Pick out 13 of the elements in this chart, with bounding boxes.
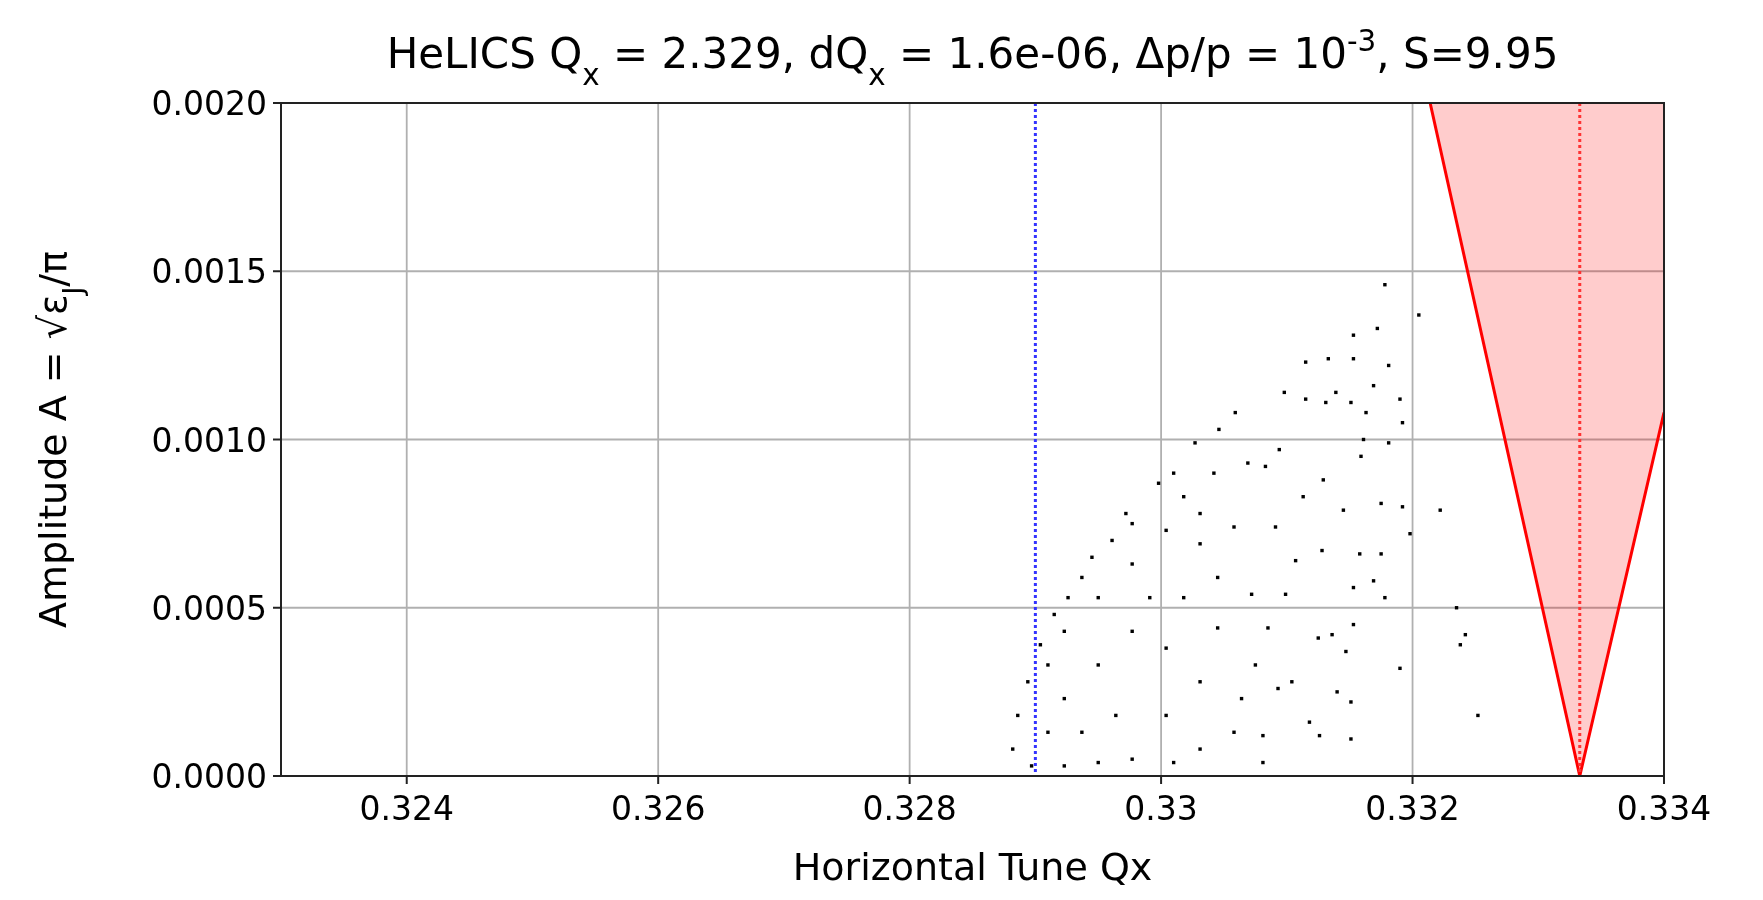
x-tick-label: 0.328: [862, 789, 957, 828]
x-axis-title: Horizontal Tune Qx: [792, 845, 1153, 889]
chart-title: HeLICS Q$_{x}$ = 2.329, dQ$_{x}$ = 1.6e-06, Δp/p = 10$^{-3}$, S=9.95: [386, 24, 1559, 92]
x-tick-label: 0.324: [359, 789, 454, 828]
x-tick-label: 0.332: [1365, 789, 1460, 828]
x-tick-label: 0.334: [1616, 789, 1712, 828]
y-tick-label: 0.0010: [151, 420, 267, 460]
x-tick-label: 0.326: [610, 789, 706, 828]
y-tick-label: 0.0020: [151, 84, 267, 123]
x-tick-label: 0.33: [1124, 789, 1198, 828]
y-tick-label: 0.0000: [151, 757, 267, 796]
y-tick-label: 0.0015: [151, 252, 267, 292]
y-tick-label: 0.0005: [151, 588, 267, 628]
